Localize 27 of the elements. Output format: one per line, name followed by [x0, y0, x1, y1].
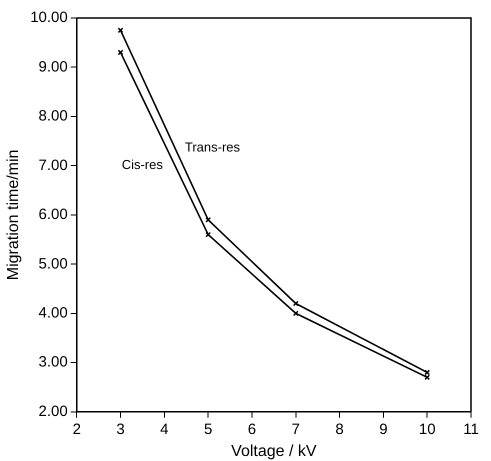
- y-tick-label: 8.00: [38, 108, 68, 125]
- x-tick-label: 2: [72, 420, 81, 438]
- y-tick-label: 9.00: [38, 58, 68, 76]
- point: [292, 300, 299, 306]
- x-tick-label: 10: [418, 420, 436, 438]
- x-tick-label: 7: [292, 420, 300, 438]
- y-tick-label: 4.00: [38, 304, 68, 322]
- y-tick-label: 6.00: [38, 206, 68, 224]
- point: [205, 232, 212, 238]
- y-tick-label: 3.00: [38, 354, 68, 371]
- point: [292, 310, 299, 316]
- y-tick-label: 7.00: [38, 156, 68, 174]
- x-tick-label: 3: [116, 420, 125, 438]
- x-tick-label: 9: [379, 420, 388, 438]
- series-label: Trans-res: [184, 139, 240, 154]
- y-tick-label: 10.00: [30, 9, 68, 26]
- x-tick-label: 8: [335, 420, 344, 438]
- x-tick-label: 5: [204, 420, 212, 438]
- y-tick-label: 2.00: [38, 402, 68, 420]
- y-axis-title: Migration time/min: [5, 150, 22, 280]
- point: [205, 216, 212, 223]
- x-tick-label: 6: [248, 420, 256, 438]
- series-label: Cis-res: [122, 156, 164, 172]
- x-tick-label: 11: [463, 420, 479, 438]
- x-tick-label: 4: [160, 420, 169, 438]
- x-axis-title: Voltage / kV: [231, 442, 317, 460]
- y-tick-label: 5.00: [38, 255, 68, 272]
